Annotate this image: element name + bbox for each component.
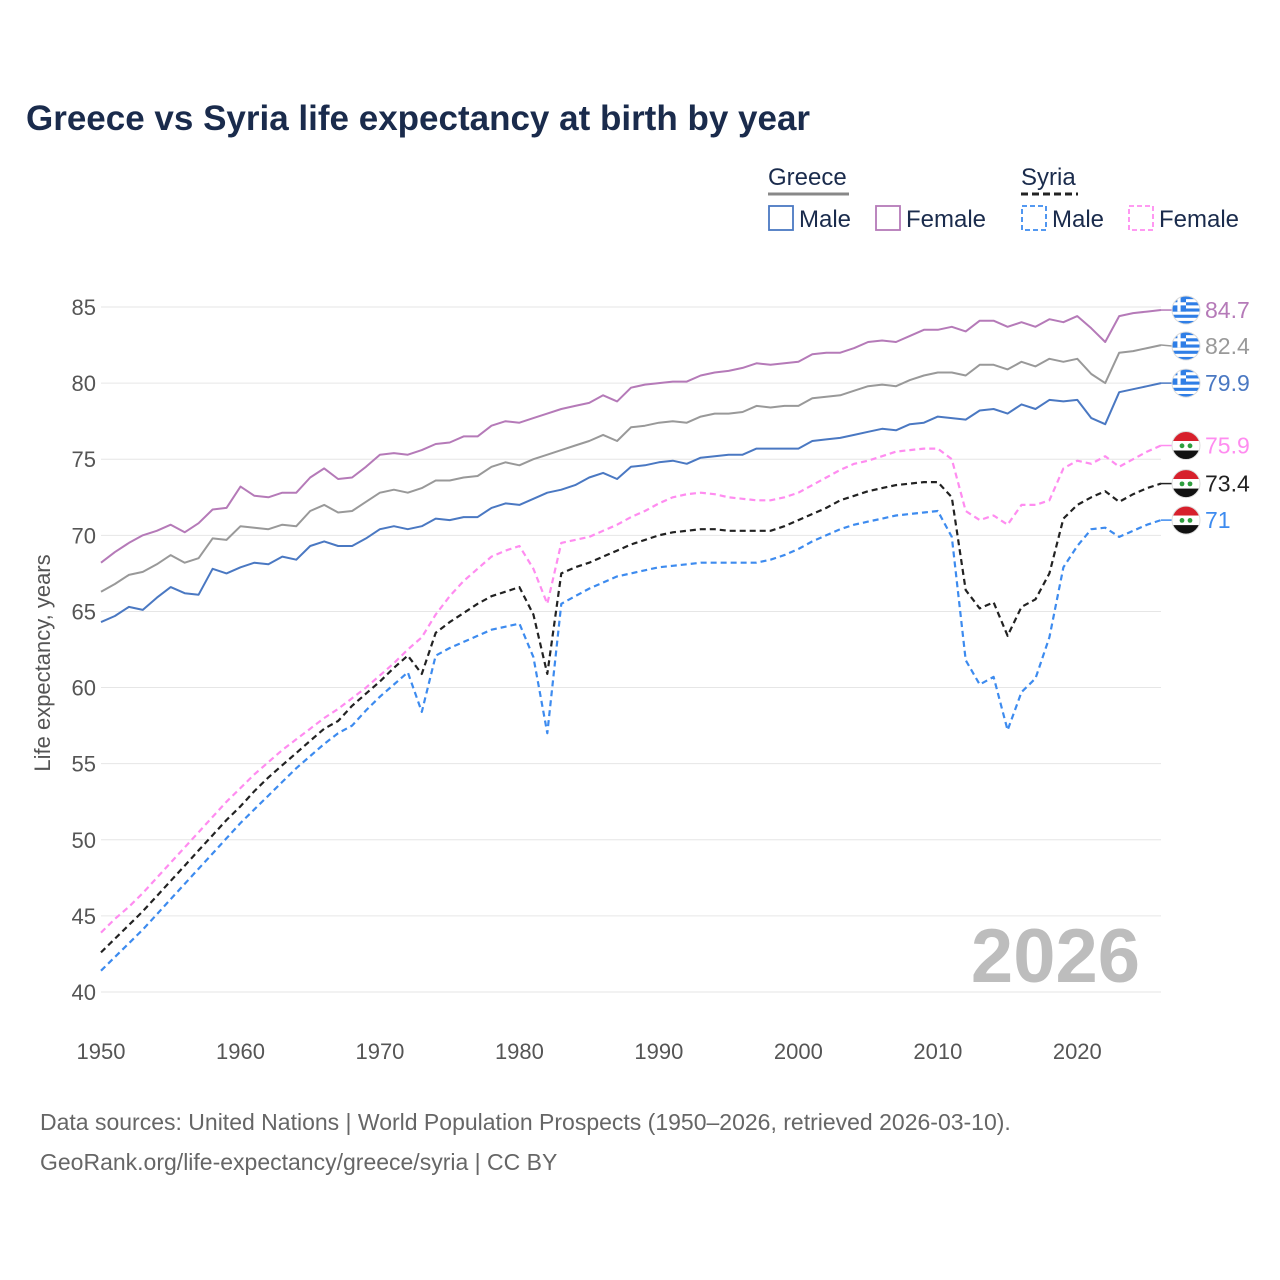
series-line-greece-male [100, 382, 1162, 624]
legend-swatch-syria-male [1021, 205, 1047, 231]
x-tick-label: 1980 [495, 1039, 544, 1064]
y-tick-label: 50 [72, 828, 96, 853]
current-year-watermark: 2026 [971, 914, 1140, 999]
x-tick-label: 1990 [634, 1039, 683, 1064]
end-value-label: 79.9 [1205, 370, 1250, 396]
legend-swatch-syria-female [1128, 205, 1154, 231]
x-tick-label: 1960 [216, 1039, 265, 1064]
y-tick-label: 85 [72, 295, 96, 320]
series-line-greece-total [100, 344, 1162, 593]
legend-group-greece: Greece Male Female [768, 164, 986, 233]
y-tick-label: 70 [72, 523, 96, 548]
legend-label-syria-female: Female [1159, 206, 1239, 233]
source-line-1: Data sources: United Nations | World Pop… [40, 1109, 1011, 1135]
chart-title: Greece vs Syria life expectancy at birth… [26, 99, 810, 138]
y-tick-label: 40 [72, 980, 96, 1005]
legend-head-syria: Syria [1021, 164, 1076, 191]
greece-flag-icon [1171, 331, 1201, 361]
x-tick-label: 2000 [774, 1039, 823, 1064]
y-tick-label: 45 [72, 904, 96, 929]
greece-flag-icon [1171, 368, 1201, 398]
end-connector [1160, 344, 1173, 347]
legend-label-syria-male: Male [1052, 206, 1104, 233]
series-line-syria-male [100, 509, 1162, 972]
legend-label-greece-male: Male [799, 206, 851, 233]
y-axis-ticks: 40 45 50 55 60 65 70 75 80 85 [72, 295, 96, 1005]
x-tick-label: 1970 [355, 1039, 404, 1064]
legend-label-greece-female: Female [906, 206, 986, 233]
gridlines [101, 306, 1161, 993]
syria-flag-icon [1171, 469, 1201, 499]
x-tick-label: 2020 [1053, 1039, 1102, 1064]
greece-flag-icon [1171, 295, 1201, 325]
legend-swatch-greece-male [768, 205, 794, 231]
source-line-2: GeoRank.org/life-expectancy/greece/syria… [40, 1149, 557, 1175]
series-line-syria-total [100, 481, 1162, 954]
y-tick-label: 65 [72, 599, 96, 624]
end-value-label: 73.4 [1205, 471, 1250, 497]
legend-head-greece: Greece [768, 164, 847, 191]
legend: Greece Male Female Syria Male Female [768, 164, 1239, 233]
series-line-syria-female [100, 444, 1162, 934]
x-tick-label: 2010 [913, 1039, 962, 1064]
syria-flag-icon [1171, 505, 1201, 535]
end-value-label: 71 [1205, 507, 1231, 533]
y-tick-label: 55 [72, 752, 96, 777]
y-tick-label: 80 [72, 371, 96, 396]
y-tick-label: 60 [72, 676, 96, 701]
x-axis-ticks: 1950 1960 1970 1980 1990 2000 2010 2020 [77, 1039, 1102, 1064]
y-axis-label: Life expectancy, years [30, 554, 55, 771]
legend-group-syria: Syria Male Female [1021, 164, 1239, 233]
end-value-label: 82.4 [1205, 333, 1250, 359]
end-value-label: 84.7 [1205, 297, 1250, 323]
x-tick-label: 1950 [77, 1039, 126, 1064]
end-value-label: 75.9 [1205, 433, 1250, 459]
y-tick-label: 75 [72, 447, 96, 472]
syria-flag-icon [1171, 431, 1201, 461]
end-labels: 84.7 82.4 79.9 75.9 73.4 71 [1160, 295, 1250, 535]
legend-swatch-greece-female [875, 205, 901, 231]
series-line-greece-female [100, 309, 1162, 564]
series-lines [100, 309, 1162, 972]
